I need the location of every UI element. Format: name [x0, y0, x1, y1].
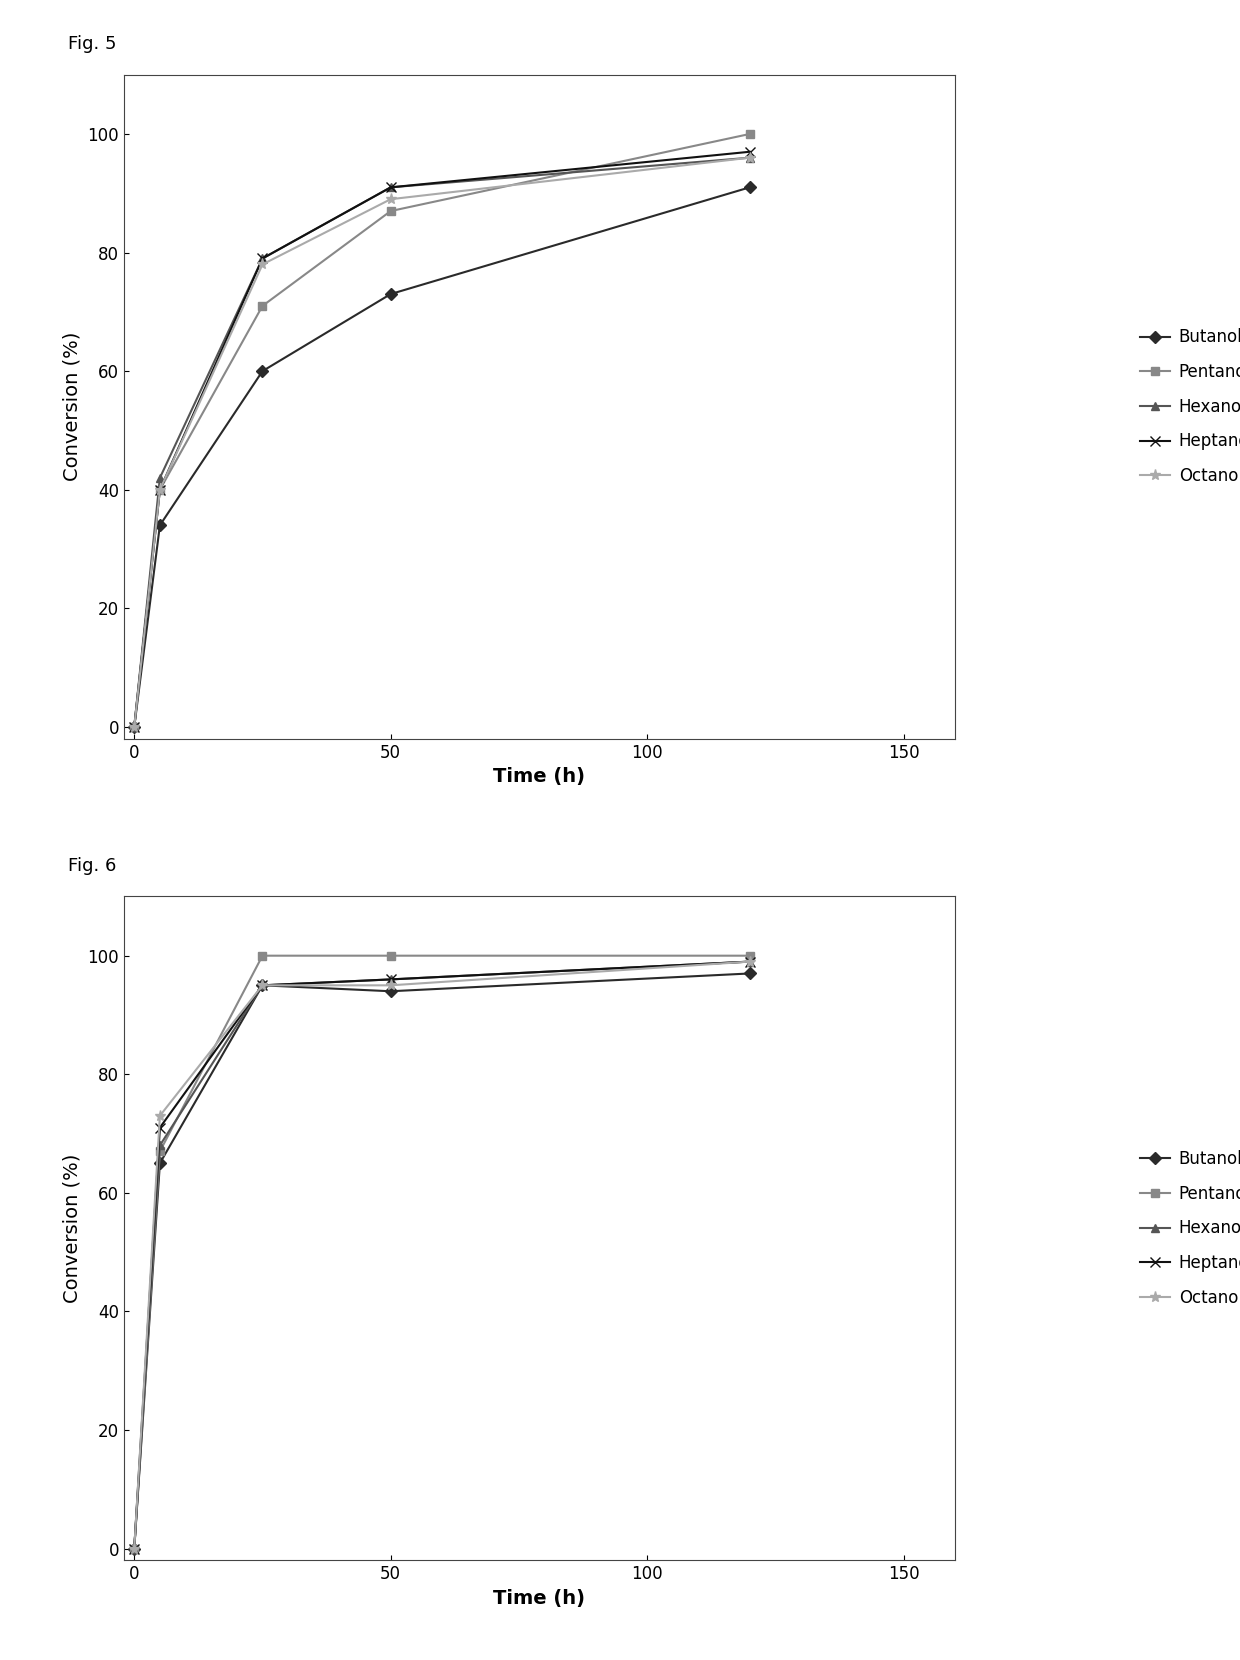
Hexanol: [255, 976, 270, 996]
Line: Hexanol: Hexanol: [130, 153, 754, 730]
Legend: Butanol, Pentanol, Hexanol, Heptanol, Octanol: Butanol, Pentanol, Hexanol, Heptanol, Oc…: [1132, 1142, 1240, 1315]
Octanol: [126, 1539, 141, 1559]
Pentanol: [126, 1539, 141, 1559]
Heptanol: [383, 178, 398, 198]
Pentanol: [383, 201, 398, 221]
Heptanol: [255, 249, 270, 269]
X-axis label: Time (h): Time (h): [494, 767, 585, 787]
Octanol: [153, 480, 167, 500]
Line: Hexanol: Hexanol: [130, 958, 754, 1552]
X-axis label: Time (h): Time (h): [494, 1589, 585, 1609]
Octanol: [255, 254, 270, 274]
Hexanol: [743, 951, 758, 971]
Line: Octanol: Octanol: [129, 956, 755, 1554]
Heptanol: [153, 1117, 167, 1137]
Octanol: [153, 1106, 167, 1125]
Line: Pentanol: Pentanol: [130, 951, 754, 1552]
Heptanol: [126, 1539, 141, 1559]
Hexanol: [126, 717, 141, 737]
Legend: Butanol, Pentanol, Hexanol, Heptanol, Octanol: Butanol, Pentanol, Hexanol, Heptanol, Oc…: [1132, 320, 1240, 493]
Butanol: [255, 976, 270, 996]
Butanol: [743, 178, 758, 198]
Butanol: [383, 981, 398, 1001]
Butanol: [126, 717, 141, 737]
Line: Heptanol: Heptanol: [129, 956, 754, 1554]
Octanol: [383, 189, 398, 209]
Line: Pentanol: Pentanol: [130, 129, 754, 730]
Heptanol: [255, 976, 270, 996]
Butanol: [153, 515, 167, 535]
Octanol: [743, 148, 758, 168]
Octanol: [255, 976, 270, 996]
Text: Fig. 5: Fig. 5: [68, 35, 117, 53]
Pentanol: [383, 946, 398, 966]
Pentanol: [126, 717, 141, 737]
Text: Fig. 6: Fig. 6: [68, 857, 117, 875]
Octanol: [383, 976, 398, 996]
Pentanol: [255, 946, 270, 966]
Pentanol: [743, 124, 758, 144]
Heptanol: [383, 969, 398, 989]
Pentanol: [153, 1142, 167, 1162]
Butanol: [153, 1154, 167, 1174]
Heptanol: [126, 717, 141, 737]
Heptanol: [743, 141, 758, 161]
Butanol: [126, 1539, 141, 1559]
Line: Butanol: Butanol: [130, 969, 754, 1552]
Heptanol: [743, 951, 758, 971]
Butanol: [743, 963, 758, 983]
Hexanol: [153, 1135, 167, 1155]
Hexanol: [255, 249, 270, 269]
Hexanol: [383, 969, 398, 989]
Octanol: [126, 717, 141, 737]
Hexanol: [153, 468, 167, 488]
Butanol: [255, 362, 270, 382]
Line: Octanol: Octanol: [129, 153, 755, 732]
Pentanol: [153, 480, 167, 500]
Line: Heptanol: Heptanol: [129, 148, 754, 732]
Y-axis label: Conversion (%): Conversion (%): [63, 1154, 82, 1303]
Heptanol: [153, 480, 167, 500]
Y-axis label: Conversion (%): Conversion (%): [63, 332, 82, 481]
Butanol: [383, 284, 398, 304]
Line: Butanol: Butanol: [130, 183, 754, 730]
Pentanol: [255, 295, 270, 315]
Octanol: [743, 951, 758, 971]
Hexanol: [126, 1539, 141, 1559]
Hexanol: [743, 148, 758, 168]
Pentanol: [743, 946, 758, 966]
Hexanol: [383, 178, 398, 198]
